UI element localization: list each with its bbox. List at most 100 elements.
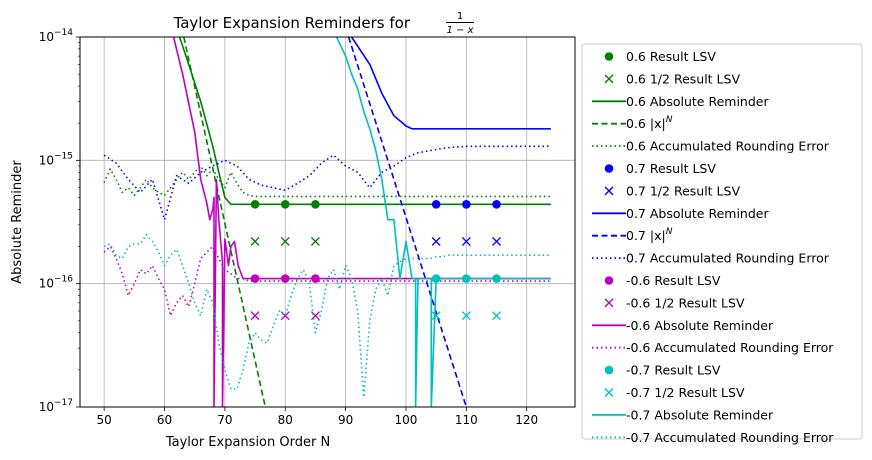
legend-item-0-6-result-lsv: -0.6 Result LSV bbox=[604, 273, 721, 288]
legend-item-0-7-absolute-reminder: 0.7 Absolute Reminder bbox=[592, 206, 769, 221]
x-tick-label: 70 bbox=[217, 413, 232, 427]
legend-label: 0.6 Result LSV bbox=[626, 49, 716, 64]
series-0-7-accumulated-rounding-error bbox=[103, 145, 551, 221]
legend-item-0-6-1-2-result-lsv: -0.6 1/2 Result LSV bbox=[604, 295, 745, 310]
legend-label: 0.7 Absolute Reminder bbox=[626, 206, 769, 221]
y-tick-label: 10−16 bbox=[39, 275, 74, 291]
legend-item-0-7-result-lsv: -0.7 Result LSV bbox=[604, 363, 721, 378]
legend-frame bbox=[581, 43, 863, 440]
series-0-7-absolute-reminder bbox=[350, 37, 551, 130]
legend-item-0-6-1-2-result-lsv: 0.6 1/2 Result LSV bbox=[604, 71, 740, 86]
data-point-0-6-1-2-result-lsv bbox=[250, 236, 260, 246]
x-tick-label: 60 bbox=[157, 413, 172, 427]
series-line-0-6-accumulated-rounding-error bbox=[103, 245, 551, 317]
legend-handle bbox=[604, 298, 614, 308]
series-line-0-7-x-n bbox=[347, 37, 468, 407]
data-point-0-7-1-2-result-lsv bbox=[461, 236, 471, 246]
series-line-0-7-accumulated-rounding-error bbox=[103, 145, 551, 221]
y-tick-exponent: −14 bbox=[54, 28, 73, 38]
data-point-0-7-result-lsv bbox=[492, 200, 501, 209]
x-tick-label: 100 bbox=[395, 413, 418, 427]
series-0-6-1-2-result-lsv bbox=[250, 236, 320, 246]
x-tick-label: 50 bbox=[97, 413, 112, 427]
legend-label: 0.6 Accumulated Rounding Error bbox=[626, 139, 830, 154]
legend: 0.6 Result LSV 0.6 1/2 Result LSV 0.6 Abso… bbox=[581, 43, 863, 445]
legend-label: -0.6 1/2 Result LSV bbox=[626, 295, 745, 310]
series-line-0-7-absolute-reminder bbox=[350, 37, 551, 130]
legend-item-0-6-accumulated-rounding-error: -0.6 Accumulated Rounding Error bbox=[592, 340, 834, 355]
legend-label-base: 0.7 |x| bbox=[626, 228, 666, 243]
series-layer bbox=[103, 37, 551, 407]
y-tick-exponent: −17 bbox=[54, 398, 73, 408]
legend-handle bbox=[604, 74, 614, 84]
data-point-0-6-1-2-result-lsv bbox=[310, 311, 320, 321]
series-0-6-accumulated-rounding-error bbox=[103, 165, 551, 198]
legend-label: -0.7 Result LSV bbox=[626, 363, 721, 378]
legend-item-0-6-x-n: 0.6 |x|N bbox=[592, 115, 673, 131]
legend-handle bbox=[604, 365, 614, 375]
series-0-7-accumulated-rounding-error bbox=[103, 233, 551, 399]
data-point-0-6-1-2-result-lsv bbox=[250, 311, 260, 321]
x-tick-label: 80 bbox=[278, 413, 293, 427]
data-point-0-6-1-2-result-lsv bbox=[280, 311, 290, 321]
legend-handle bbox=[604, 52, 614, 61]
y-tick-base: 10 bbox=[39, 277, 54, 291]
y-tick-label: 10−14 bbox=[39, 28, 74, 44]
legend-label: -0.6 Result LSV bbox=[626, 273, 721, 288]
series-0-6-accumulated-rounding-error bbox=[103, 245, 551, 317]
y-tick-label: 10−15 bbox=[39, 151, 73, 167]
legend-item-0-6-absolute-reminder: -0.6 Absolute Reminder bbox=[592, 318, 774, 333]
legend-label: 0.6 Absolute Reminder bbox=[626, 94, 769, 109]
data-point-0-6-1-2-result-lsv bbox=[310, 236, 320, 246]
legend-label: -0.6 Accumulated Rounding Error bbox=[626, 340, 834, 355]
x-tick-label: 110 bbox=[455, 413, 478, 427]
legend-handle bbox=[604, 388, 614, 397]
legend-item-0-7-1-2-result-lsv: -0.7 1/2 Result LSV bbox=[604, 385, 745, 400]
data-point-0-7-result-lsv bbox=[431, 200, 441, 209]
legend-label: 0.7 |x|N bbox=[626, 227, 673, 243]
series-0-7-result-lsv bbox=[431, 200, 501, 209]
x-axis-label: Taylor Expansion Order N bbox=[165, 435, 330, 450]
legend-label: 0.7 1/2 Result LSV bbox=[626, 183, 740, 198]
x-tick-label: 90 bbox=[338, 413, 353, 427]
series-line-0-6-x-n bbox=[183, 37, 267, 407]
data-point-0-7-1-2-result-lsv bbox=[461, 311, 471, 321]
data-point-0-7-1-2-result-lsv bbox=[431, 311, 441, 321]
series-0-6-x-n bbox=[183, 37, 267, 407]
legend-handle bbox=[604, 276, 614, 285]
legend-label: -0.6 Absolute Reminder bbox=[626, 318, 774, 333]
legend-item-0-7-x-n: 0.7 |x|N bbox=[592, 227, 673, 243]
y-tick-base: 10 bbox=[39, 153, 54, 167]
legend-item-0-6-result-lsv: 0.6 Result LSV bbox=[604, 49, 716, 64]
chart-title-text: Taylor Expansion Reminders for bbox=[173, 14, 411, 32]
data-point-0-7-1-2-result-lsv bbox=[492, 311, 502, 321]
series-line-0-7-absolute-reminder bbox=[335, 37, 551, 407]
series-0-7-absolute-reminder bbox=[335, 37, 551, 407]
legend-label-superscript: N bbox=[666, 115, 673, 125]
series-0-6-1-2-result-lsv bbox=[250, 311, 320, 321]
series-line-0-7-accumulated-rounding-error bbox=[103, 233, 551, 399]
legend-label: 0.7 Result LSV bbox=[626, 161, 716, 176]
data-point-0-6-1-2-result-lsv bbox=[280, 236, 290, 246]
data-point-0-7-1-2-result-lsv bbox=[492, 236, 502, 246]
legend-item-0-7-result-lsv: 0.7 Result LSV bbox=[604, 161, 716, 176]
x-tick-label: 120 bbox=[515, 413, 538, 427]
legend-item-0-7-absolute-reminder: -0.7 Absolute Reminder bbox=[592, 407, 774, 422]
legend-item-0-6-accumulated-rounding-error: 0.6 Accumulated Rounding Error bbox=[592, 139, 830, 154]
y-tick-base: 10 bbox=[39, 400, 54, 414]
series-0-6-absolute-reminder bbox=[178, 37, 551, 206]
legend-item-0-7-accumulated-rounding-error: 0.7 Accumulated Rounding Error bbox=[592, 251, 830, 266]
legend-item-0-6-absolute-reminder: 0.6 Absolute Reminder bbox=[592, 94, 769, 109]
title-fraction-denominator: 1 − x bbox=[446, 25, 473, 36]
legend-label-base: 0.6 |x| bbox=[626, 116, 666, 131]
legend-label: 0.6 |x|N bbox=[626, 115, 673, 131]
legend-item-0-7-1-2-result-lsv: 0.7 1/2 Result LSV bbox=[604, 183, 740, 198]
legend-item-0-7-accumulated-rounding-error: -0.7 Accumulated Rounding Error bbox=[592, 430, 834, 445]
legend-label: 0.6 1/2 Result LSV bbox=[626, 71, 740, 86]
chart-title: Taylor Expansion Reminders for 1 1 − x bbox=[173, 11, 474, 36]
series-0-7-1-2-result-lsv bbox=[431, 311, 502, 321]
title-fraction-numerator: 1 bbox=[457, 11, 463, 22]
y-tick-exponent: −15 bbox=[54, 151, 73, 161]
